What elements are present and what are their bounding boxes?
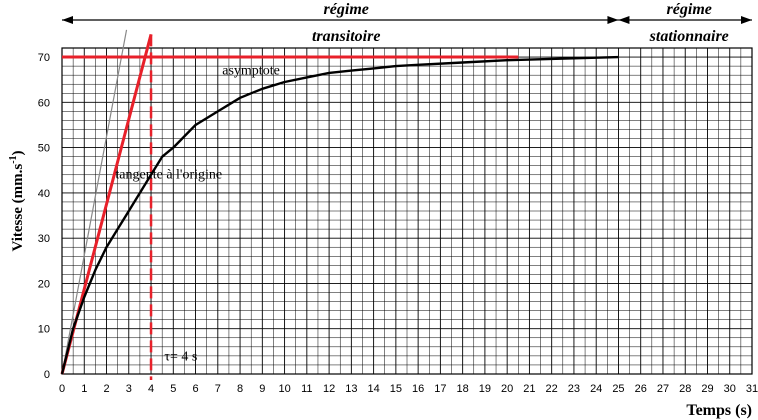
x-tick-label: 10 — [278, 383, 290, 395]
transitory-label-1: régime — [324, 1, 369, 18]
transitory-label-2: transitoire — [312, 28, 380, 45]
x-tick-label: 20 — [501, 383, 513, 395]
x-tick-label: 31 — [746, 383, 758, 395]
stationary-label-2: stationnaire — [649, 28, 729, 45]
x-tick-label: 3 — [126, 383, 132, 395]
y-axis-label-main: Vitesse (mm.s — [10, 164, 26, 252]
x-axis-label: Temps (s) — [686, 402, 752, 419]
x-tick-label: 12 — [323, 383, 335, 395]
tangent-label: tangente à l'origine — [115, 167, 222, 182]
stationary-arrowhead-right — [741, 16, 752, 24]
x-tick-label: 30 — [724, 383, 736, 395]
y-tick-label: 60 — [38, 97, 50, 109]
x-tick-label: 6 — [192, 383, 198, 395]
x-tick-label: 25 — [612, 383, 624, 395]
x-tick-label: 28 — [679, 383, 691, 395]
tau-label: τ= 4 s — [164, 349, 197, 364]
x-tick-label: 16 — [412, 383, 424, 395]
x-tick-label: 18 — [457, 383, 469, 395]
x-tick-label: 22 — [546, 383, 558, 395]
asymptote-label: asymptote — [222, 63, 280, 78]
x-tick-label: 1 — [81, 383, 87, 395]
chart-grid — [61, 47, 753, 375]
x-tick-label: 27 — [657, 383, 669, 395]
y-tick-label: 70 — [38, 52, 50, 64]
x-tick-label: 0 — [59, 383, 65, 395]
x-tick-label: 4 — [148, 383, 154, 395]
x-tick-label: 8 — [237, 383, 243, 395]
x-tick-label: 23 — [568, 383, 580, 395]
x-tick-label: 14 — [367, 383, 379, 395]
x-tick-label: 26 — [635, 383, 647, 395]
x-tick-label: 17 — [434, 383, 446, 395]
y-tick-label: 50 — [38, 143, 50, 155]
y-axis-label-close: ) — [10, 150, 26, 155]
x-tick-label: 21 — [523, 383, 535, 395]
x-tick-label: 24 — [590, 383, 602, 395]
transitory-arrowhead-right — [607, 16, 619, 24]
y-axis-label: Vitesse (mm.s-1) — [8, 150, 26, 251]
x-tick-label: 9 — [259, 383, 265, 395]
x-tick-label: 13 — [345, 383, 357, 395]
stationary-arrowhead-left — [618, 16, 630, 24]
x-tick-label: 5 — [170, 383, 176, 395]
chart-lines — [60, 29, 619, 380]
y-tick-label: 20 — [38, 278, 50, 290]
y-tick-label: 10 — [38, 324, 50, 336]
x-tick-label: 11 — [301, 383, 312, 395]
velocity-curve — [60, 55, 619, 375]
stationary-label-1: régime — [667, 1, 712, 18]
tick-labels: 0 1 2 3 4 5 6 7 8 9 10 11 12 13 14 15 16 17 18 19 20 21 22 23 24… — [38, 52, 758, 395]
x-tick-label: 29 — [701, 383, 713, 395]
y-axis-label-sup: -1 — [8, 155, 19, 163]
steep-tangent-line — [61, 29, 128, 375]
y-tick-label: 0 — [44, 369, 50, 381]
regime-header: régime transitoire régime stationnaire — [62, 1, 752, 45]
transitory-arrowhead-left — [62, 16, 73, 24]
y-tick-label: 30 — [38, 233, 50, 245]
x-tick-label: 15 — [390, 383, 402, 395]
x-tick-label: 2 — [103, 383, 109, 395]
y-tick-label: 40 — [38, 188, 50, 200]
x-tick-label: 7 — [215, 383, 221, 395]
x-tick-label: 19 — [479, 383, 491, 395]
